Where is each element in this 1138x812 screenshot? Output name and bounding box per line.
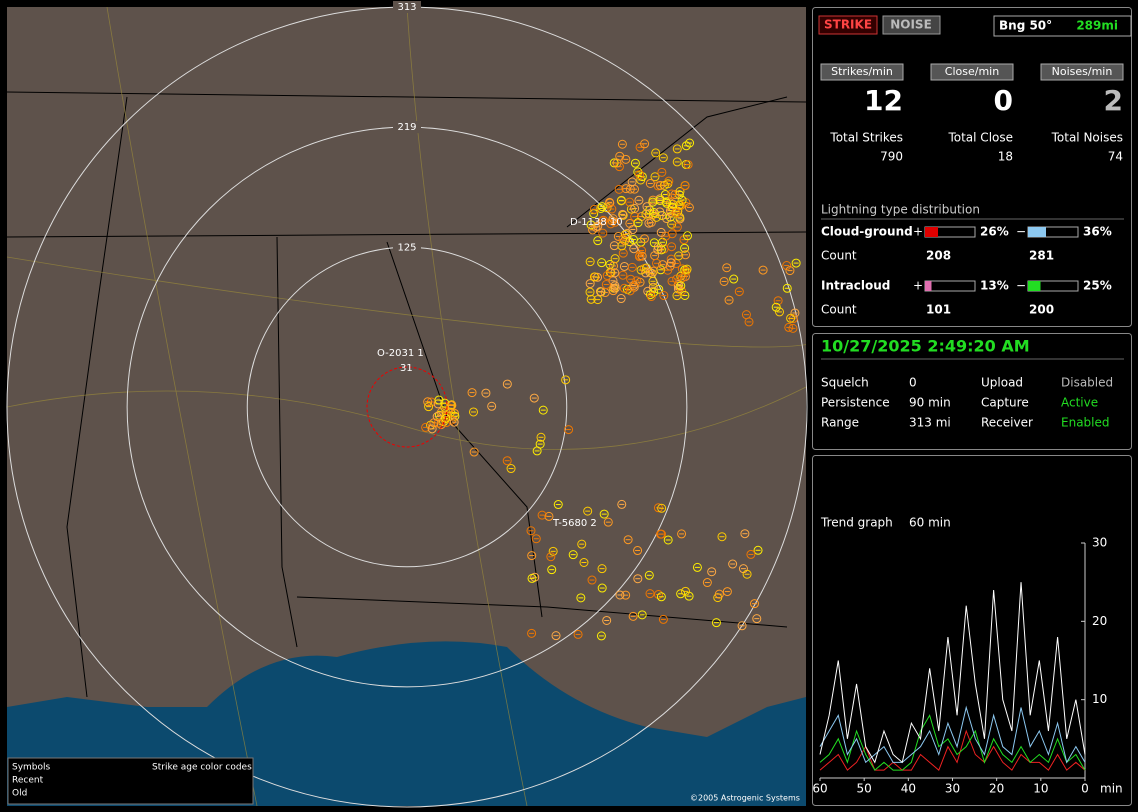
y-tick-label: 30 — [1092, 536, 1107, 550]
sign: + — [913, 279, 923, 293]
value: 60 min — [909, 516, 951, 530]
percent: 13% — [980, 279, 1009, 293]
legend-text: Recent — [12, 776, 44, 786]
bar — [1028, 227, 1046, 237]
x-tick-label: 30 — [945, 782, 960, 796]
x-tick-label: 0 — [1081, 782, 1089, 796]
total-label: Total Close — [947, 131, 1013, 145]
bearing: Bng 50° — [999, 19, 1052, 33]
status-item: 90 min — [909, 396, 951, 410]
sign: + — [913, 225, 923, 239]
percent: 36% — [1083, 225, 1112, 239]
status-item: 313 mi — [909, 416, 951, 430]
status-item: Persistence — [821, 396, 890, 410]
row-name: Intracloud — [821, 279, 890, 293]
status-item: Active — [1061, 396, 1098, 410]
storm-label: D-1138 10 — [570, 217, 623, 228]
button-label: STRIKE — [824, 18, 872, 32]
x-tick-label: 60 — [812, 782, 827, 796]
status-item: 0 — [909, 376, 917, 390]
storm-label: O-2031 1 — [377, 348, 424, 359]
total-label: Total Noises — [1051, 131, 1123, 145]
y-tick-label: 10 — [1092, 692, 1107, 706]
button-label: Strikes/min — [831, 65, 893, 78]
percent: 25% — [1083, 279, 1112, 293]
x-tick-label: 10 — [1033, 782, 1048, 796]
rate-value: 2 — [1104, 84, 1123, 117]
copyright: ©2005 Astrogenic Systems — [690, 794, 800, 803]
total-value: 790 — [880, 150, 903, 164]
count-label: Count — [821, 249, 857, 263]
status-item: Upload — [981, 376, 1023, 390]
total-value: 74 — [1108, 150, 1123, 164]
total-value: 18 — [998, 150, 1013, 164]
legend-text: Old — [12, 789, 27, 799]
row-name: Cloud-ground — [821, 225, 913, 239]
ring-label: 313 — [397, 2, 416, 13]
x-unit: min — [1100, 782, 1123, 796]
button-label: Close/min — [945, 65, 999, 78]
count: 281 — [1029, 249, 1054, 263]
status-item: Disabled — [1061, 376, 1113, 390]
label: Trend graph — [820, 516, 893, 530]
rate-value: 12 — [864, 84, 903, 117]
bar — [1028, 281, 1041, 291]
x-tick-label: 20 — [989, 782, 1004, 796]
count: 200 — [1029, 303, 1054, 317]
datetime: 10/27/2025 2:49:20 AM — [821, 337, 1030, 356]
distance: 289mi — [1076, 19, 1118, 33]
percent: 26% — [980, 225, 1009, 239]
x-tick-label: 40 — [901, 782, 916, 796]
status-item: Enabled — [1061, 416, 1110, 430]
count: 101 — [926, 303, 951, 317]
x-tick-label: 50 — [857, 782, 872, 796]
button-label: Noises/min — [1052, 65, 1113, 78]
bar — [925, 227, 938, 237]
bar — [925, 281, 932, 291]
sign: − — [1016, 279, 1026, 293]
rate-value: 0 — [994, 84, 1013, 117]
status-item: Capture — [981, 396, 1029, 410]
section-title: Lightning type distribution — [821, 203, 980, 217]
storm-label: T-5680 2 — [552, 518, 597, 529]
status-item: Squelch — [821, 376, 869, 390]
panel — [813, 456, 1132, 806]
storm-label: 31 — [400, 363, 413, 374]
bar-track — [925, 281, 975, 291]
count: 208 — [926, 249, 951, 263]
status-item: Receiver — [981, 416, 1033, 430]
status-item: Range — [821, 416, 859, 430]
total-label: Total Strikes — [829, 131, 903, 145]
button-label: NOISE — [890, 18, 932, 32]
sign: − — [1016, 225, 1026, 239]
ring-label: 125 — [397, 242, 416, 253]
count-label: Count — [821, 303, 857, 317]
ring-label: 219 — [397, 122, 416, 133]
legend-text: Strike age color codes — [152, 763, 252, 773]
legend-text: Symbols — [12, 763, 51, 773]
y-tick-label: 20 — [1092, 614, 1107, 628]
